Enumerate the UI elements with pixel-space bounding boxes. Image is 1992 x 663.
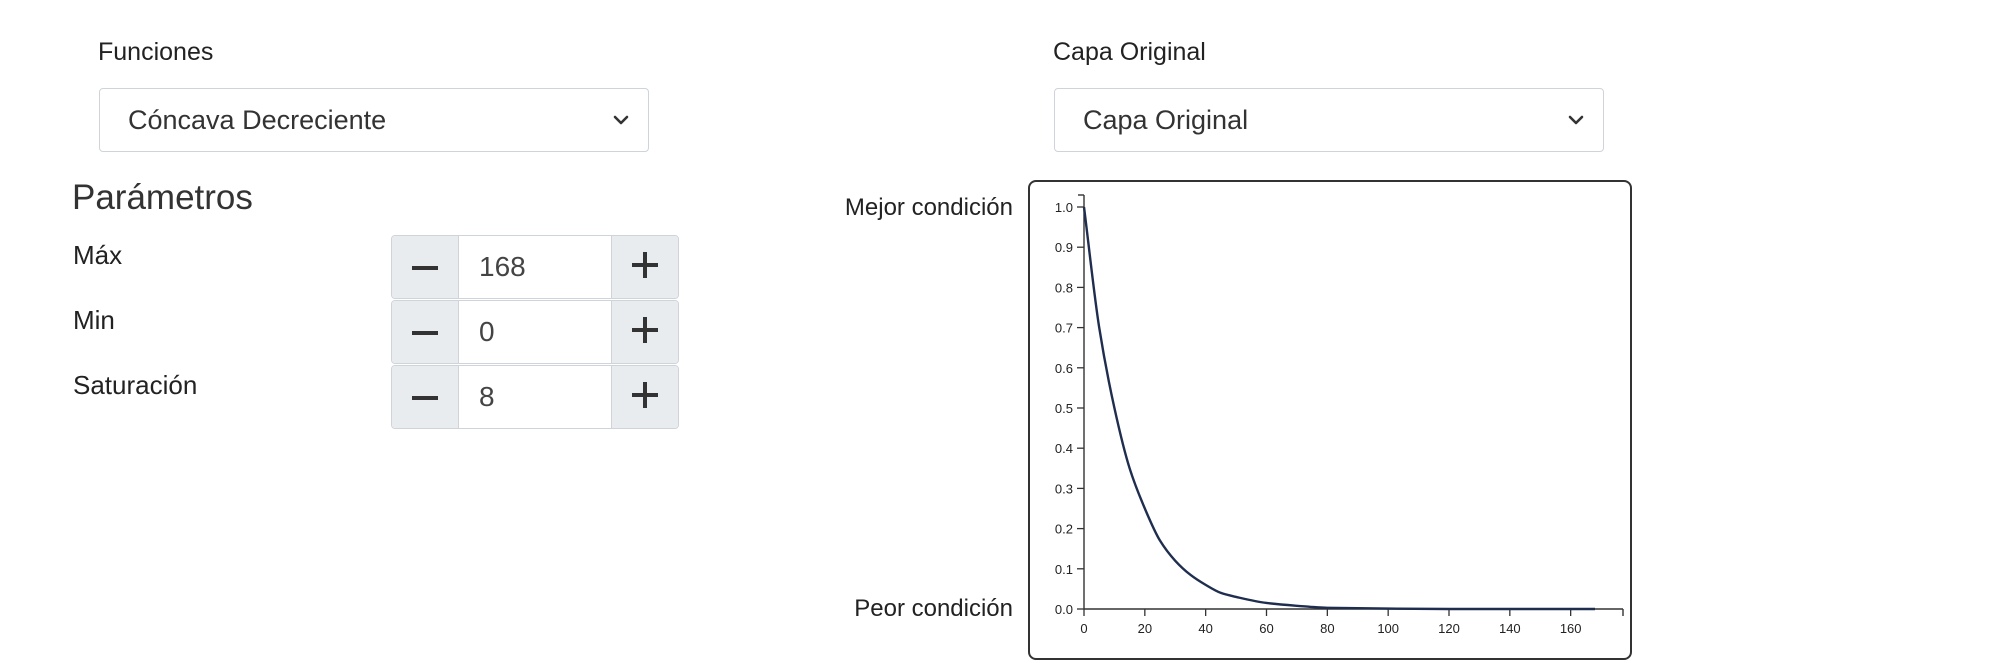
worst-condition-label: Peor condición	[854, 595, 1013, 622]
y-tick-label: 0.3	[1055, 481, 1073, 496]
best-condition-label: Mejor condición	[844, 194, 1013, 221]
x-tick-label: 60	[1259, 621, 1273, 636]
param-label-min: Min	[73, 305, 115, 335]
saturation-increment-button[interactable]	[611, 366, 678, 428]
chevron-down-icon	[1565, 109, 1587, 131]
plus-icon	[632, 316, 658, 348]
param-label-max: Máx	[73, 240, 123, 270]
saturation-value[interactable]: 8	[459, 366, 611, 428]
parameters-title: Parámetros	[72, 178, 253, 217]
y-tick-label: 1.0	[1055, 200, 1073, 215]
min-increment-button[interactable]	[611, 301, 678, 363]
plus-icon	[632, 251, 658, 283]
x-tick-label: 40	[1198, 621, 1212, 636]
y-tick-label: 0.9	[1055, 240, 1073, 255]
y-tick-label: 0.4	[1055, 441, 1073, 456]
max-increment-button[interactable]	[611, 236, 678, 298]
param-label-saturation: Saturación	[73, 370, 198, 400]
x-tick-label: 80	[1320, 621, 1334, 636]
min-stepper[interactable]: 0	[391, 300, 679, 364]
minus-icon	[412, 258, 438, 276]
y-tick-label: 0.0	[1055, 602, 1073, 617]
minus-icon	[412, 388, 438, 406]
series-line	[1082, 206, 1595, 611]
y-tick-label: 0.5	[1055, 401, 1073, 416]
functions-select[interactable]: Cóncava Decreciente	[99, 88, 649, 152]
y-tick-label: 0.8	[1055, 280, 1073, 295]
plus-icon	[632, 381, 658, 413]
max-stepper[interactable]: 168	[391, 235, 679, 299]
y-tick-label: 0.2	[1055, 522, 1073, 537]
x-tick-label: 100	[1377, 621, 1399, 636]
min-decrement-button[interactable]	[392, 301, 459, 363]
saturation-stepper[interactable]: 8	[391, 365, 679, 429]
y-tick-label: 0.1	[1055, 562, 1073, 577]
function-chart: 0.0 0.1 0.2 0.3 0.4 0.5 0.6 0.7 0.8 0.9 1.0 0 20 40 60…	[1028, 180, 1632, 660]
saturation-decrement-button[interactable]	[392, 366, 459, 428]
x-tick-label: 20	[1138, 621, 1152, 636]
layer-select[interactable]: Capa Original	[1054, 88, 1604, 152]
x-tick-label: 120	[1438, 621, 1460, 636]
x-tick-label: 140	[1499, 621, 1521, 636]
y-tick-label: 0.7	[1055, 321, 1073, 336]
layer-select-value: Capa Original	[1083, 104, 1249, 135]
max-value[interactable]: 168	[459, 236, 611, 298]
minus-icon	[412, 323, 438, 341]
functions-label: Funciones	[98, 38, 214, 66]
y-tick-label: 0.6	[1055, 361, 1073, 376]
layer-label: Capa Original	[1053, 38, 1206, 66]
chevron-down-icon	[610, 109, 632, 131]
min-value[interactable]: 0	[459, 301, 611, 363]
function-chart-svg: 0.0 0.1 0.2 0.3 0.4 0.5 0.6 0.7 0.8 0.9 1.0 0 20 40 60…	[1055, 194, 1624, 636]
functions-select-value: Cóncava Decreciente	[128, 104, 387, 135]
max-decrement-button[interactable]	[392, 236, 459, 298]
x-tick-label: 160	[1560, 621, 1582, 636]
x-tick-label: 0	[1080, 621, 1087, 636]
